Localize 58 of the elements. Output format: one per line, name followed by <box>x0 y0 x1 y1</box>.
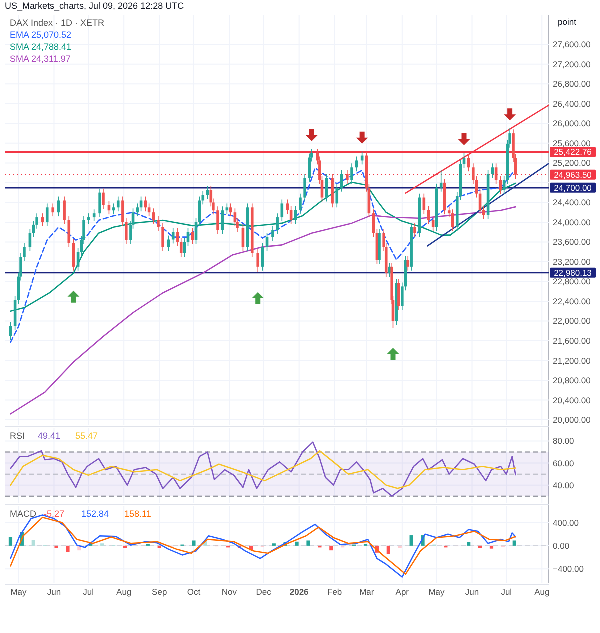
x-tick-label: Jul <box>501 587 512 597</box>
text: 158.11 <box>124 509 152 519</box>
y-tick-label: 24,400.00 <box>553 198 592 208</box>
y-tick-label: 21,200.00 <box>553 356 592 366</box>
text: SMA 24,311.97 <box>10 54 71 64</box>
x-tick-label: Sep <box>152 587 168 597</box>
y-tick-label: 22,800.00 <box>553 276 592 287</box>
series-label: 152.84 <box>82 509 110 519</box>
x-tick-label: Jun <box>465 587 480 597</box>
ref-line-label: 25,422.76 <box>554 147 592 158</box>
y-axis-title: point <box>558 17 578 27</box>
x-tick-label: Aug <box>534 587 550 597</box>
x-tick-label: 2026 <box>290 587 310 597</box>
x-tick-label: May <box>10 587 28 597</box>
ref-line-label: 22,980.13 <box>554 268 592 278</box>
y-tick-label: 20,400.00 <box>553 395 592 406</box>
x-tick-label: Jun <box>47 587 62 597</box>
text: -5.27 <box>44 509 65 519</box>
x-tick-label: Mar <box>360 587 374 597</box>
x-tick-label: Nov <box>222 587 238 597</box>
x-tick-label: May <box>428 587 446 597</box>
y-tick-label: 26,000.00 <box>553 118 592 129</box>
text: EMA 25,070.52 <box>10 30 72 40</box>
y-tick-label: 22,400.00 <box>553 296 592 306</box>
chart-title: RSI <box>10 431 26 441</box>
y-tick-label: 25,600.00 <box>553 138 592 148</box>
y-tick-label: 400.00 <box>553 518 580 528</box>
y-tick-label: 23,600.00 <box>553 237 592 248</box>
y-tick-label: 40.00 <box>553 480 575 490</box>
x-tick-label: Oct <box>187 587 202 597</box>
x-tick-label: Apr <box>396 587 410 597</box>
y-tick-label: 26,800.00 <box>553 79 592 90</box>
y-tick-label: 27,200.00 <box>553 59 592 70</box>
chart-title: DAX Index · 1D · XETR <box>10 18 106 28</box>
x-tick-label: Feb <box>328 587 342 597</box>
y-tick-label: 27,600.00 <box>553 40 592 50</box>
y-tick-label: 80.00 <box>553 436 575 446</box>
y-tick-label: −400.00 <box>553 564 584 574</box>
y-tick-label: 20,800.00 <box>553 376 592 386</box>
x-tick-label: Aug <box>116 587 132 597</box>
y-tick-label: 24,000.00 <box>553 217 592 228</box>
x-tick-label: Jul <box>83 587 94 597</box>
y-tick-label: 22,000.00 <box>553 316 592 326</box>
y-tick-label: 0.00 <box>553 540 570 551</box>
y-tick-label: 20,000.00 <box>553 415 592 426</box>
y-tick-label: 21,600.00 <box>553 336 592 346</box>
y-tick-label: 60.00 <box>553 458 575 468</box>
chart-subtitle: US_Markets_charts, Jul 09, 2026 12:28 UTC <box>5 1 185 11</box>
text: SMA 24,788.41 <box>10 42 72 52</box>
ref-line-label: 24,700.00 <box>554 182 592 193</box>
ref-line-label: 24,963.50 <box>554 170 592 180</box>
y-tick-label: 26,400.00 <box>553 98 592 109</box>
x-tick-label: Dec <box>256 587 272 597</box>
series-label: 49.41 <box>38 431 61 441</box>
y-tick-label: 23,200.00 <box>553 256 592 267</box>
text: 55.47 <box>76 431 98 441</box>
chart-title: MACD <box>10 509 37 519</box>
y-tick-label: 25,200.00 <box>553 158 592 168</box>
